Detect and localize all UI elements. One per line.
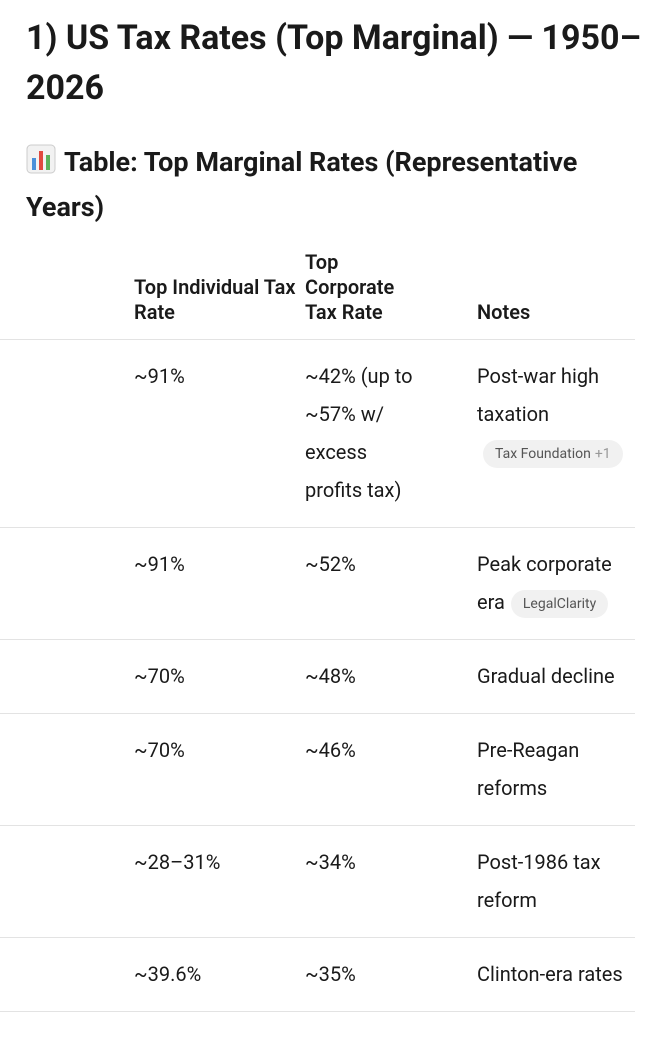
corporate-rate: ~48% <box>305 664 356 688</box>
table-row: ~91% ~52% Peak corporate era LegalClarity <box>0 528 635 640</box>
subtitle-row: Table: Top Marginal Rates (Representativ… <box>26 140 641 230</box>
individual-rate: ~39.6% <box>134 962 202 986</box>
notes: Peak corporate era <box>477 552 612 614</box>
tax-table: Top Individual Tax Rate Top Corporate Tax… <box>0 250 635 1012</box>
individual-rate: ~91% <box>134 364 185 388</box>
notes-cell: Post-1986 tax reform <box>477 826 635 938</box>
table-row: ~70% ~46% Pre-Reagan reforms <box>0 714 635 826</box>
table-row: ~39.6% ~35% Clinton-era rates <box>0 938 635 1012</box>
notes-cell: Gradual decline <box>477 640 635 714</box>
corporate-rate: ~52% <box>305 552 356 576</box>
corporate-rate: ~42% (up to ~57% w/ excess profits tax) <box>305 364 413 502</box>
notes-cell: Clinton-era rates <box>477 938 635 1012</box>
source-more: +1 <box>594 446 611 462</box>
cell <box>0 528 134 640</box>
notes-cell: Pre-Reagan reforms <box>477 714 635 826</box>
header-cell: Top Individual Tax Rate <box>134 275 296 324</box>
notes-cell: Post-war high taxation Tax Foundation +1 <box>477 340 635 528</box>
table-row: ~28–31% ~34% Post-1986 tax reform <box>0 826 635 938</box>
table-row: ~91% ~42% (up to ~57% w/ excess profits t… <box>0 340 635 528</box>
header-cell: Notes <box>477 300 531 324</box>
subtitle: Table: Top Marginal Rates (Representativ… <box>26 146 578 223</box>
cell <box>0 714 134 826</box>
source-badge[interactable]: Tax Foundation +1 <box>483 440 623 468</box>
header-cell: Top Corporate Tax Rate <box>305 250 395 324</box>
cell <box>0 340 134 528</box>
notes: Post-war high taxation <box>477 364 600 426</box>
notes-cell: Peak corporate era LegalClarity <box>477 528 635 640</box>
title: 1) US Tax Rates (Top Marginal) — 1950–20… <box>26 18 641 108</box>
table-row: ~70% ~48% Gradual decline <box>0 640 635 714</box>
header-row: Top Individual Tax Rate Top Corporate Tax… <box>0 250 635 340</box>
corporate-rate: ~35% <box>305 962 356 986</box>
page: 1) US Tax Rates (Top Marginal) — 1950–20… <box>0 13 661 1037</box>
notes: Gradual decline <box>477 664 615 688</box>
individual-rate: ~91% <box>134 552 185 576</box>
source-badge[interactable]: LegalClarity <box>510 590 609 618</box>
source-name: Tax Foundation <box>495 446 591 462</box>
cell <box>0 640 134 714</box>
corporate-rate: ~46% <box>305 738 356 762</box>
individual-rate: ~70% <box>134 738 185 762</box>
notes: Pre-Reagan reforms <box>477 738 580 800</box>
table-body: ~91% ~42% (up to ~57% w/ excess profits t… <box>0 340 635 1012</box>
cell <box>0 826 134 938</box>
header-cell <box>0 250 134 340</box>
cell <box>0 938 134 1012</box>
individual-rate: ~70% <box>134 664 185 688</box>
source-name: LegalClarity <box>522 596 597 612</box>
individual-rate: ~28–31% <box>134 850 221 874</box>
notes: Clinton-era rates <box>477 962 623 986</box>
chart-icon <box>26 144 56 174</box>
notes: Post-1986 tax reform <box>477 850 601 912</box>
corporate-rate: ~34% <box>305 850 356 874</box>
